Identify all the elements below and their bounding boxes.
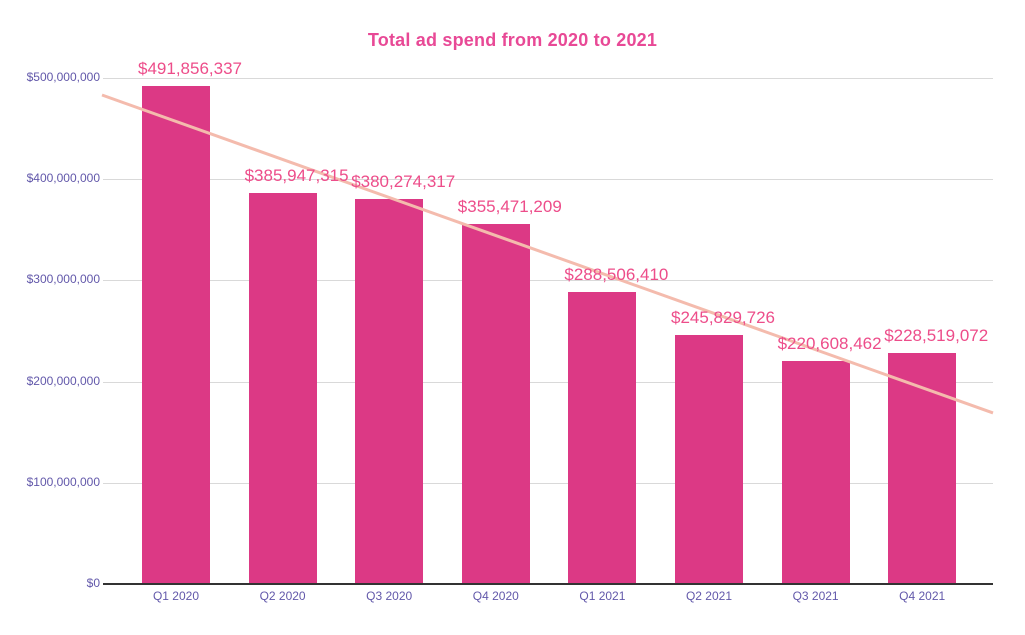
- bar-q4-2021[interactable]: [888, 352, 957, 584]
- data-label: $220,608,462: [777, 333, 882, 353]
- y-tick-label: $300,000,000: [26, 272, 100, 287]
- y-tick-label: $100,000,000: [26, 474, 100, 489]
- bar-q1-2021[interactable]: [568, 292, 637, 584]
- chart-title: Total ad spend from 2020 to 2021: [367, 30, 658, 50]
- x-tick-label: Q1 2021: [579, 589, 626, 603]
- gridline: [103, 179, 993, 181]
- bar-q2-2021[interactable]: [675, 335, 743, 584]
- data-label: $245,829,726: [671, 308, 775, 328]
- data-label: $355,471,209: [457, 197, 562, 217]
- bar-q1-2020[interactable]: [142, 86, 210, 584]
- data-label: $380,274,317: [351, 172, 456, 192]
- x-tick-label: Q4 2020: [472, 589, 519, 603]
- y-tick-label: $0: [86, 576, 100, 590]
- y-tick-label: $500,000,000: [26, 70, 100, 84]
- bar-q2-2020[interactable]: [248, 193, 317, 584]
- data-label: $288,506,410: [564, 265, 669, 285]
- data-label: $385,947,315: [244, 166, 349, 186]
- bar-q3-2021[interactable]: [781, 360, 850, 584]
- bar-q4-2020[interactable]: [461, 224, 530, 584]
- gridline: [103, 482, 993, 484]
- gridline: [103, 280, 993, 282]
- bar-q3-2020[interactable]: [355, 199, 424, 584]
- x-axis-line: [103, 583, 993, 585]
- y-tick-label: $400,000,000: [26, 171, 100, 186]
- x-tick-label: Q3 2021: [792, 589, 839, 603]
- x-tick-label: Q1 2020: [152, 589, 200, 603]
- x-tick-label: Q2 2020: [259, 589, 306, 603]
- data-label: $228,519,072: [884, 325, 989, 345]
- gridline: [103, 381, 993, 383]
- x-tick-label: Q3 2020: [366, 589, 413, 603]
- x-tick-label: Q4 2021: [899, 589, 946, 603]
- x-tick-label: Q2 2021: [685, 589, 733, 603]
- gridline: [103, 78, 993, 79]
- y-tick-label: $200,000,000: [26, 373, 100, 388]
- data-label: $491,856,337: [138, 59, 242, 79]
